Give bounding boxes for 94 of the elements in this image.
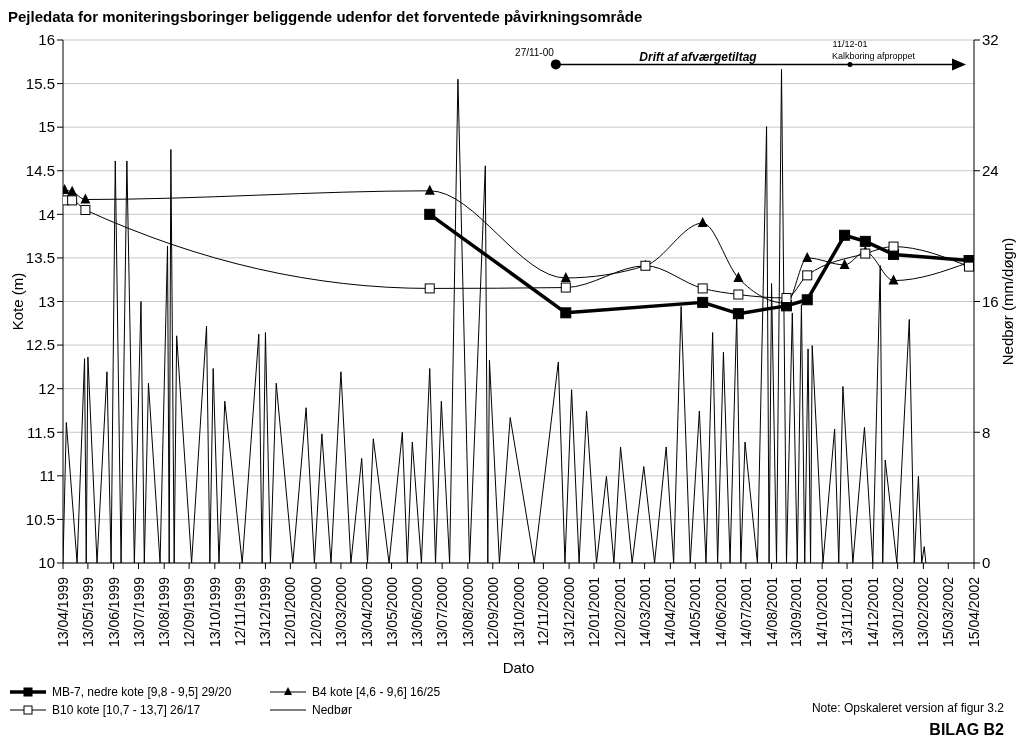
y-tick-label: 10	[38, 554, 55, 572]
x-tick-label: 13/03/2000	[332, 576, 349, 648]
point	[859, 235, 871, 247]
y-tick-label: 10.5	[25, 510, 55, 528]
y-tick-label: 16	[38, 31, 55, 49]
point	[802, 251, 813, 262]
y-tick-label: 11	[39, 467, 55, 485]
point	[560, 271, 571, 282]
y-tick-label: 13.5	[25, 249, 55, 267]
point	[424, 283, 435, 294]
x-tick-label: 15/04/2002	[966, 576, 982, 648]
x-tick-label: 13/09/2001	[788, 576, 805, 648]
y-tick-label: 11.5	[26, 423, 55, 441]
point	[560, 307, 572, 319]
y2-axis-title: Nedbør (mm/døgn)	[999, 237, 1017, 366]
point	[697, 296, 709, 308]
x-tick-label: 14/07/2001	[737, 576, 754, 648]
y-tick-label: 15	[38, 118, 55, 136]
x-tick-label: 15/03/2002	[940, 576, 957, 648]
x-tick-label: 13/11/2001	[839, 576, 856, 647]
x-tick-label: 13/05/1999	[79, 576, 96, 648]
text: BILAG B2	[928, 721, 1005, 739]
point	[697, 283, 708, 294]
x-tick-label: 13/12/1999	[257, 576, 274, 648]
x-tick-label: 13/12/2000	[561, 576, 578, 648]
annotation: 11/12-01	[832, 39, 868, 50]
x-tick-label: 13/04/2000	[358, 576, 375, 648]
chart-title: Pejledata for moniteringsboringer beliggende udenfor det forventede påvirkningsområde	[8, 8, 644, 27]
x-tick-label: 13/07/1999	[130, 576, 147, 648]
y-tick-label: 14	[38, 205, 55, 223]
y-axis-title: Kote (m)	[9, 272, 27, 331]
point	[839, 229, 851, 241]
point	[732, 308, 744, 320]
point	[802, 270, 813, 281]
point	[424, 208, 436, 220]
x-tick-label: 13/07/2000	[434, 576, 451, 648]
y2-tick-label: 24	[982, 162, 999, 180]
x-tick-label: 14/10/2001	[814, 576, 831, 648]
x-tick-label: 14/05/2001	[687, 576, 704, 648]
x-tick-label: 12/11/2000	[535, 576, 552, 647]
x-tick-label: 14/04/2001	[662, 576, 679, 648]
y-tick-label: 12	[38, 379, 55, 397]
annotation: Drift af afværgetiltag	[639, 50, 758, 65]
y2-tick-label: 32	[982, 31, 999, 49]
y-tick-label: 15.5	[25, 74, 55, 92]
y2-tick-label: 16	[982, 292, 999, 310]
point	[80, 204, 91, 215]
x-tick-label: 12/02/2001	[611, 576, 628, 648]
x-tick-label: 13/02/2002	[915, 576, 932, 648]
x-tick-label: 12/11/1999	[231, 576, 248, 647]
text: Note: Opskaleret version af figur 3.2	[811, 701, 1005, 717]
point	[733, 271, 744, 282]
x-tick-label: 13/06/1999	[105, 576, 122, 648]
x-tick-label: 13/08/2000	[459, 576, 476, 648]
x-tick-label: 14/12/2001	[864, 576, 881, 648]
point	[80, 193, 91, 204]
legend-label: B4 kote [4,6 - 9,6] 16/25	[312, 685, 441, 699]
point	[560, 282, 571, 293]
x-tick-label: 13/04/1999	[55, 576, 71, 648]
point	[67, 185, 78, 196]
point	[733, 289, 744, 300]
legend-label: B10 kote [10,7 - 13,7] 26/17	[52, 703, 201, 717]
point	[888, 274, 899, 285]
point	[697, 217, 708, 228]
x-tick-label: 13/08/1999	[156, 576, 173, 648]
point	[839, 258, 850, 269]
x-tick-label: 13/06/2000	[409, 576, 426, 648]
x-tick-label: 13/10/1999	[206, 576, 223, 648]
x-axis-title: Dato	[502, 659, 535, 676]
point	[424, 184, 435, 195]
x-tick-label: 14/03/2001	[636, 576, 653, 648]
x-tick-label: 13/05/2000	[383, 576, 400, 648]
annotation: 27/11-00	[515, 47, 555, 59]
y-tick-label: 13	[38, 292, 55, 310]
x-tick-label: 12/02/2000	[308, 576, 325, 648]
point	[67, 195, 78, 206]
x-tick-label: 12/01/2000	[282, 576, 299, 648]
y2-tick-label: 8	[982, 423, 991, 441]
point	[801, 294, 813, 306]
y2-tick-label: 0	[982, 554, 991, 572]
x-tick-label: 13/10/2000	[510, 576, 527, 648]
x-tick-label: 13/01/2002	[889, 576, 906, 648]
y-tick-label: 12.5	[25, 336, 55, 354]
x-tick-label: 14/06/2001	[712, 576, 729, 648]
point	[888, 241, 899, 252]
y-tick-label: 14.5	[25, 162, 55, 180]
x-tick-label: 12/09/1999	[181, 576, 198, 648]
legend-label: Nedbør	[312, 703, 353, 717]
x-tick-label: 12/09/2000	[484, 576, 501, 648]
x-tick-label: 14/08/2001	[763, 576, 780, 648]
x-tick-label: 12/01/2001	[586, 576, 602, 648]
legend-label: MB-7, nedre kote [9,8 - 9,5] 29/20	[52, 685, 232, 699]
point	[964, 261, 974, 272]
annotation: Kalkboring afproppet	[832, 51, 916, 62]
